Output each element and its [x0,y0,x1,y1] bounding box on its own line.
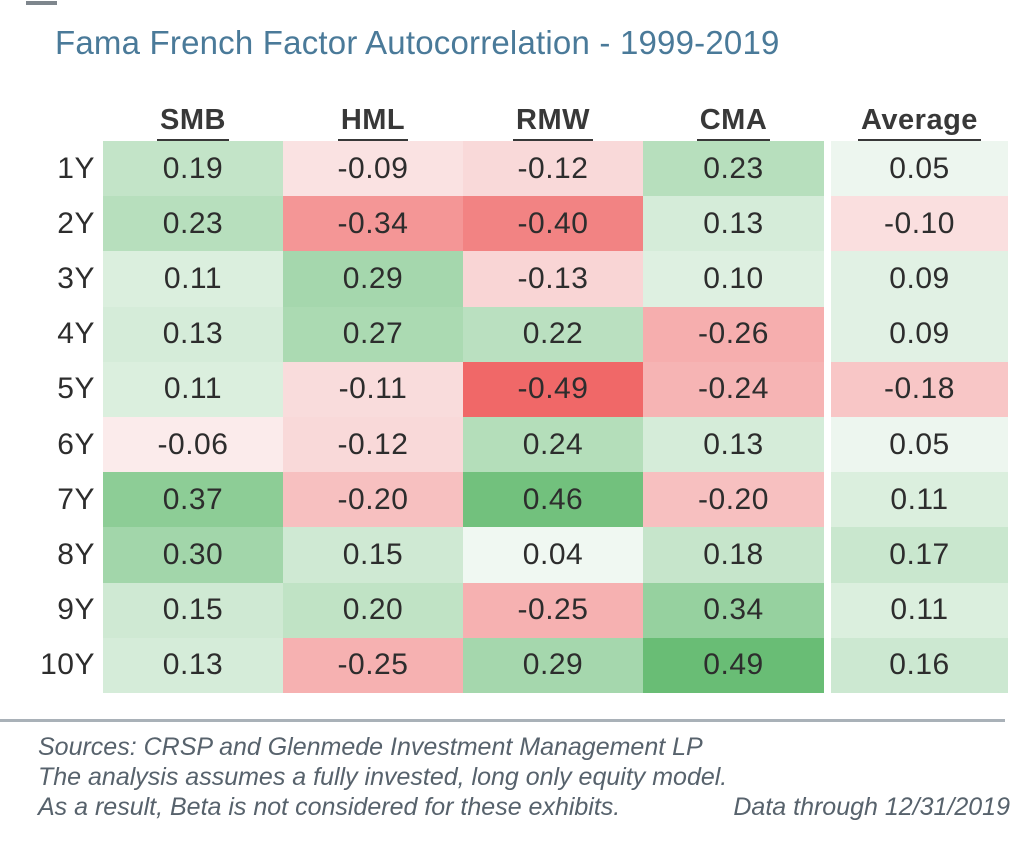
value-cell: 0.13 [103,306,283,362]
analysis-note: The analysis assumes a fully invested, l… [38,763,728,791]
column-gap [824,306,831,362]
column-header-rmw: RMW [463,104,643,141]
row-label: 7Y [57,482,95,516]
value-cell: -0.49 [463,361,643,417]
value-cell: 0.10 [643,251,824,307]
column-header-smb: SMB [103,104,283,141]
value-cell: -0.18 [831,361,1008,417]
value-cell: -0.09 [283,141,463,197]
column-gap [824,472,831,528]
column-gap [824,196,831,252]
value-cell: -0.24 [643,361,824,417]
value-cell: 0.22 [463,306,643,362]
value-cell: 0.23 [643,141,824,197]
value-cell: 0.18 [643,527,824,583]
value-cell: -0.25 [283,637,463,693]
value-cell: -0.25 [463,582,643,638]
table-row-10y: 10Y 0.13 -0.25 0.29 0.49 0.16 [30,637,1008,693]
column-header-average: Average [831,104,1008,141]
row-label: 8Y [57,537,95,571]
value-cell: 0.24 [463,416,643,473]
value-cell: 0.29 [463,637,643,693]
table-row-5y: 5Y 0.11 -0.11 -0.49 -0.24 -0.18 [30,361,1008,417]
value-cell: -0.11 [283,361,463,417]
row-label: 10Y [40,648,95,682]
column-gap [824,361,831,417]
value-cell: 0.34 [643,582,824,638]
value-cell: 0.23 [103,196,283,252]
row-label: 6Y [57,427,95,461]
value-cell: -0.06 [103,416,283,473]
value-cell: -0.34 [283,196,463,252]
value-cell: 0.13 [103,637,283,693]
beta-note: As a result, Beta is not considered for … [38,793,621,821]
value-cell: 0.37 [103,472,283,528]
value-cell: 0.15 [103,582,283,638]
value-cell: -0.12 [463,141,643,197]
row-label: 1Y [57,151,95,185]
column-gap [824,416,831,473]
value-cell: 0.09 [831,251,1008,307]
sources-note: Sources: CRSP and Glenmede Investment Ma… [38,733,703,761]
value-cell: 0.05 [831,141,1008,197]
value-cell: 0.27 [283,306,463,362]
value-cell: 0.13 [643,416,824,473]
value-cell: 0.46 [463,472,643,528]
table-row-3y: 3Y 0.11 0.29 -0.13 0.10 0.09 [30,251,1008,307]
value-cell: 0.11 [103,361,283,417]
value-cell: 0.11 [103,251,283,307]
column-gap [824,141,831,197]
data-through-note: Data through 12/31/2019 [733,793,1010,821]
column-gap [824,527,831,583]
table-row-6y: 6Y -0.06 -0.12 0.24 0.13 0.05 [30,416,1008,473]
row-label: 5Y [57,372,95,406]
column-gap [824,637,831,693]
value-cell: 0.30 [103,527,283,583]
column-gap [824,582,831,638]
value-cell: 0.11 [831,582,1008,638]
crop-mark [26,1,57,5]
footer-divider [0,719,1005,722]
value-cell: 0.49 [643,637,824,693]
value-cell: 0.20 [283,582,463,638]
value-cell: -0.13 [463,251,643,307]
row-label: 2Y [57,206,95,240]
row-label: 4Y [57,317,95,351]
column-gap [824,251,831,307]
row-label: 3Y [57,261,95,295]
value-cell: 0.15 [283,527,463,583]
value-cell: -0.26 [643,306,824,362]
value-cell: 0.05 [831,416,1008,473]
value-cell: 0.29 [283,251,463,307]
value-cell: -0.40 [463,196,643,252]
value-cell: 0.09 [831,306,1008,362]
value-cell: 0.04 [463,527,643,583]
table-row-7y: 7Y 0.37 -0.20 0.46 -0.20 0.11 [30,472,1008,528]
value-cell: -0.20 [643,472,824,528]
value-cell: -0.12 [283,416,463,473]
table-row-8y: 8Y 0.30 0.15 0.04 0.18 0.17 [30,527,1008,583]
row-label: 9Y [57,593,95,627]
value-cell: 0.11 [831,472,1008,528]
page-title: Fama French Factor Autocorrelation - 199… [55,24,780,61]
table-header-row: SMB HML RMW CMA Average [30,96,1008,141]
value-cell: 0.19 [103,141,283,197]
table-row-2y: 2Y 0.23 -0.34 -0.40 0.13 -0.10 [30,196,1008,252]
column-header-cma: CMA [643,104,824,141]
value-cell: 0.13 [643,196,824,252]
value-cell: 0.16 [831,637,1008,693]
column-header-hml: HML [283,104,463,141]
footnotes: Sources: CRSP and Glenmede Investment Ma… [38,732,1010,822]
value-cell: -0.20 [283,472,463,528]
autocorrelation-heatmap-table: SMB HML RMW CMA Average 1Y 0.19 -0.09 -0.12 0.23 0… [30,96,1008,693]
table-row-9y: 9Y 0.15 0.20 -0.25 0.34 0.11 [30,582,1008,638]
value-cell: 0.17 [831,527,1008,583]
table-row-1y: 1Y 0.19 -0.09 -0.12 0.23 0.05 [30,141,1008,197]
value-cell: -0.10 [831,196,1008,252]
table-row-4y: 4Y 0.13 0.27 0.22 -0.26 0.09 [30,306,1008,362]
